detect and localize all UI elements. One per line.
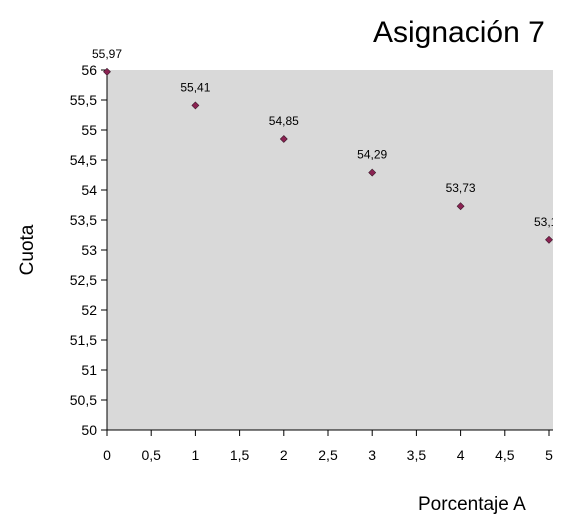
chart-title: Asignación 7 bbox=[373, 16, 545, 49]
x-axis: 0 0,5 1 1,5 2 2,5 3 3,5 4 4,5 5 bbox=[103, 429, 553, 463]
data-point bbox=[103, 67, 111, 76]
x-tick-label: 0 bbox=[103, 447, 111, 463]
y-tick-label: 51,5 bbox=[70, 332, 97, 348]
y-tick-label: 50 bbox=[81, 422, 97, 438]
data-labels: 55,97 55,41 54,85 54,29 53,73 53,17 bbox=[92, 47, 564, 229]
x-tick-label: 1,5 bbox=[230, 447, 250, 463]
data-label: 54,29 bbox=[357, 148, 387, 162]
data-label: 53,17 bbox=[534, 215, 564, 229]
y-axis: 50 50,5 51 51,5 52 52,5 53 53,5 54 54,5 55 55,5 56 bbox=[70, 62, 108, 438]
y-tick-label: 53,5 bbox=[70, 212, 97, 228]
data-label: 54,85 bbox=[269, 114, 299, 128]
y-tick-label: 52,5 bbox=[70, 272, 97, 288]
x-tick-label: 4,5 bbox=[495, 447, 515, 463]
y-tick-label: 55,5 bbox=[70, 92, 97, 108]
x-tick-label: 2 bbox=[280, 447, 288, 463]
data-point bbox=[279, 135, 288, 143]
data-point bbox=[191, 101, 200, 110]
x-tick-label: 0,5 bbox=[141, 447, 161, 463]
data-label: 55,97 bbox=[92, 47, 122, 61]
x-tick-label: 3 bbox=[368, 447, 376, 463]
y-tick-label: 51 bbox=[81, 362, 97, 378]
x-tick-label: 1 bbox=[192, 447, 200, 463]
y-tick-label: 54 bbox=[81, 182, 97, 198]
y-tick-label: 53 bbox=[81, 242, 97, 258]
data-label: 53,73 bbox=[446, 181, 476, 195]
data-points bbox=[103, 67, 553, 244]
y-axis-title: Cuota bbox=[17, 224, 38, 275]
data-point bbox=[545, 235, 553, 244]
y-tick-label: 56 bbox=[81, 62, 97, 78]
data-label: 55,41 bbox=[180, 80, 210, 94]
x-axis-title: Porcentaje A bbox=[418, 494, 526, 515]
y-tick-label: 55 bbox=[81, 122, 97, 138]
plot-area bbox=[107, 70, 553, 430]
x-tick-label: 4 bbox=[457, 447, 465, 463]
y-tick-label: 54,5 bbox=[70, 152, 97, 168]
y-tick-label: 52 bbox=[81, 302, 97, 318]
data-point bbox=[456, 202, 465, 211]
data-point bbox=[368, 168, 377, 177]
x-tick-label: 5 bbox=[545, 447, 553, 463]
x-tick-label: 2,5 bbox=[318, 447, 338, 463]
y-tick-label: 50,5 bbox=[70, 392, 97, 408]
x-tick-label: 3,5 bbox=[407, 447, 427, 463]
